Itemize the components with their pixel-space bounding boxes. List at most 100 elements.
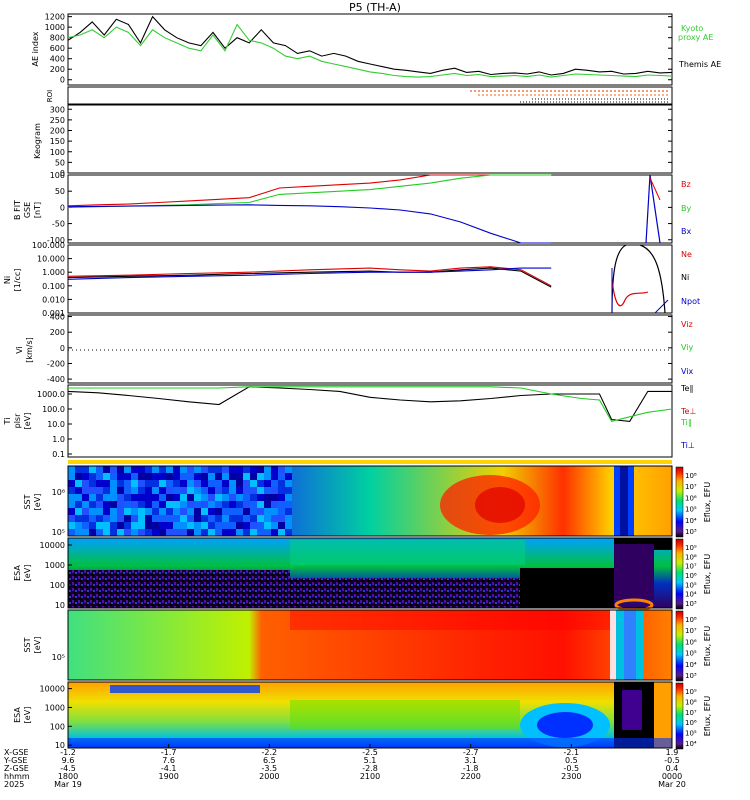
- x-tick-ygse: -0.5: [664, 756, 680, 765]
- sst-ion-cell: [75, 494, 82, 501]
- sst-ion-cell: [117, 529, 124, 536]
- x-tick-hhmm: 2000: [259, 772, 279, 781]
- sst-ion-gap-blue-2: [620, 466, 628, 536]
- bfield-bz-line: [67, 174, 552, 207]
- sst-ion-cell: [173, 515, 180, 522]
- sst-ion-cell: [124, 494, 131, 501]
- esa-ion-black-region: [520, 568, 614, 608]
- sst-ion-cell: [124, 501, 131, 508]
- esa-ion-frame: [67, 537, 673, 609]
- roi-ylabel: ROI: [46, 90, 54, 102]
- sst-ion-cell: [264, 515, 271, 522]
- bfield-spike-red: [649, 177, 661, 201]
- sst-ion-cell: [82, 473, 89, 480]
- sst-ion-cell: [110, 487, 117, 494]
- sst-ion-cell: [138, 466, 145, 473]
- density-ylabel-2: [1/cc]: [13, 269, 22, 292]
- sst-elec-top-band: [290, 610, 620, 630]
- sst-ion-cell: [68, 466, 75, 473]
- sst-ion-cell: [257, 487, 264, 494]
- sst-ion-cell: [187, 522, 194, 529]
- sst-ion-cell: [278, 508, 285, 515]
- sst-ion-cell: [117, 473, 124, 480]
- temperature-tick-label: 100.0: [42, 405, 65, 414]
- x-tick-xgse: -2.2: [262, 748, 278, 757]
- sst-ion-cell: [89, 494, 96, 501]
- sst-ion-cell: [285, 466, 292, 473]
- sst-ion-cell: [152, 480, 159, 487]
- colorbar-tick-label: 10⁶: [685, 638, 697, 646]
- sst-ion-cell: [271, 480, 278, 487]
- sst-ion-cell: [166, 473, 173, 480]
- esa-ion-tick-label: 100: [50, 581, 65, 590]
- sst-ion-cell: [215, 501, 222, 508]
- sst-ion-cell: [138, 487, 145, 494]
- sst-ion-cell: [222, 473, 229, 480]
- sst-ion-cell: [152, 529, 159, 536]
- legend-by: By: [681, 204, 691, 213]
- temperature-tick-label: 1000.0: [37, 390, 65, 399]
- sst-ion-cell: [201, 466, 208, 473]
- sst-ion-cell: [180, 515, 187, 522]
- sst-ion-cell: [89, 466, 96, 473]
- sst-ion-cell: [180, 473, 187, 480]
- sst-ion-cell: [278, 515, 285, 522]
- sst-ion-cell: [82, 487, 89, 494]
- sst-ion-cell: [187, 515, 194, 522]
- sst-ion-cell: [75, 529, 82, 536]
- sst-ion-cell: [117, 522, 124, 529]
- ae-ylabel: AE index: [31, 31, 40, 66]
- sst-ion-cell: [180, 522, 187, 529]
- sst-ion-cell: [222, 487, 229, 494]
- sst-ion-cell: [145, 508, 152, 515]
- sst-ion-cell: [264, 494, 271, 501]
- x-row-label: hhmm: [4, 772, 30, 781]
- colorbar-tick-label: 10⁷: [685, 483, 697, 491]
- bfield-bx-line: [67, 204, 552, 244]
- velocity-tick-label: -400: [47, 375, 65, 384]
- sst-ion-cell: [243, 529, 250, 536]
- sst-ion-cell: [131, 501, 138, 508]
- x-axis: X-GSEY-GSEZ-GSEhhmm2025-1.29.6-4.51800Ma…: [3, 744, 686, 789]
- sst-ion-cell: [68, 515, 75, 522]
- sst-ion-cell: [117, 501, 124, 508]
- bfield-panel: B FIT GSE [nT] 100 50 0 -50 -100 Bz By Bx: [13, 171, 691, 245]
- sst-ion-cell: [68, 501, 75, 508]
- sst-ion-cell: [250, 522, 257, 529]
- sst-ion-cell: [285, 494, 292, 501]
- sst-ion-cell: [264, 480, 271, 487]
- sst-ion-cell: [159, 501, 166, 508]
- density-tick-label: 0.001: [42, 309, 65, 318]
- sst-ion-cell: [208, 529, 215, 536]
- x-tick-ygse: 9.6: [62, 756, 75, 765]
- esa-elec-tick-label: 1000: [45, 703, 65, 712]
- sst-ion-cell: [229, 480, 236, 487]
- sst-ion-cell: [180, 487, 187, 494]
- sst-ion-cell: [194, 529, 201, 536]
- sst-ion-cell: [250, 487, 257, 494]
- velocity-tick-label: 0: [60, 344, 65, 353]
- sst-elec-gap-blue-2: [624, 610, 636, 680]
- sst-ion-cell: [257, 515, 264, 522]
- sst-ion-cell: [166, 529, 173, 536]
- sst-ion-cell: [229, 515, 236, 522]
- sst-ion-cell: [173, 529, 180, 536]
- velocity-ylabel-2: [km/s]: [25, 337, 34, 363]
- sst-ion-cell: [236, 529, 243, 536]
- sst-ion-cell: [138, 515, 145, 522]
- colorbar-tick-label: 10⁴: [685, 517, 697, 525]
- sst-ion-cell: [194, 480, 201, 487]
- sst-ion-cell: [68, 529, 75, 536]
- sst-ion-cell: [250, 480, 257, 487]
- sst-ion-cell: [285, 515, 292, 522]
- ae-tick-label: 200: [50, 65, 65, 74]
- sst-ion-cell: [180, 529, 187, 536]
- colorbar-tick-label: 10⁹: [685, 544, 697, 552]
- sst-ion-cell: [201, 487, 208, 494]
- sst-ion-cell: [222, 522, 229, 529]
- sst-ion-cell: [117, 494, 124, 501]
- velocity-tick-label: 400: [50, 313, 65, 322]
- legend-ti-perp: Ti⊥: [680, 441, 695, 450]
- sst-ion-cell: [222, 480, 229, 487]
